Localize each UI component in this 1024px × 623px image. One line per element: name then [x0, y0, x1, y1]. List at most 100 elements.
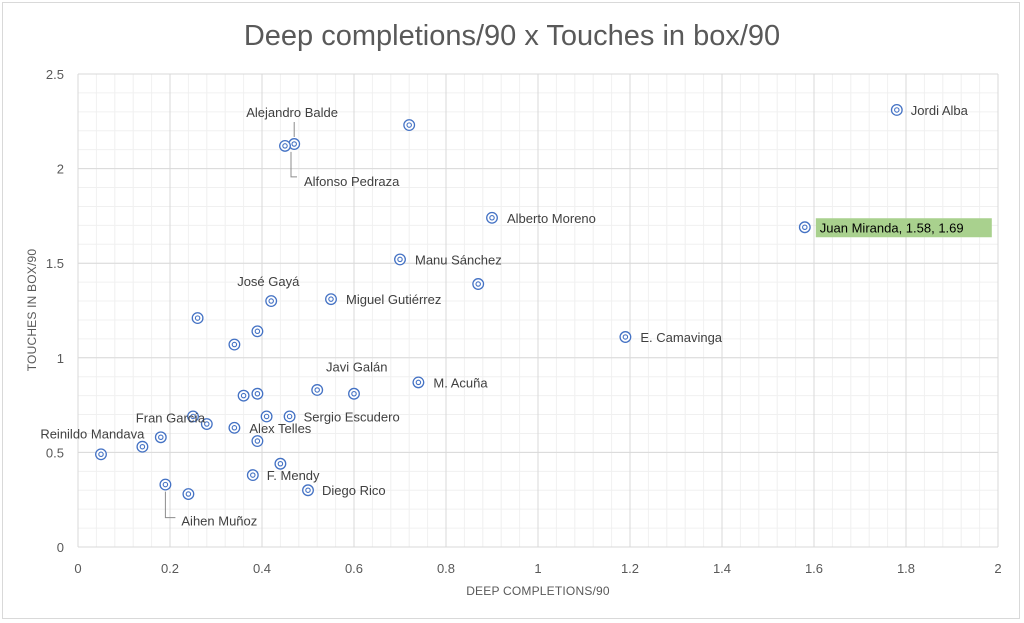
y-tick-label: 1	[57, 351, 64, 366]
marker-inner-ring	[190, 413, 196, 420]
data-point	[187, 410, 199, 423]
marker-outer-ring	[325, 293, 337, 306]
data-point	[798, 221, 811, 234]
data-label: Sergio Escudero	[304, 409, 400, 424]
marker-inner-ring	[291, 141, 297, 147]
x-tick-label: 0.4	[253, 561, 271, 576]
marker-inner-ring	[185, 491, 192, 497]
x-tick-label: 2	[994, 561, 1001, 576]
data-label: Alfonso Pedraza	[304, 174, 400, 189]
data-label: José Gayá	[237, 274, 300, 289]
y-tick-label: 2.5	[46, 67, 64, 82]
y-axis-title: TOUCHES IN BOX/90	[25, 249, 39, 372]
marker-outer-ring	[403, 119, 416, 132]
data-point	[191, 312, 204, 325]
data-point	[251, 435, 264, 447]
y-tick-label: 0	[57, 540, 64, 555]
marker-inner-ring	[305, 487, 311, 493]
marker-outer-ring	[251, 325, 264, 338]
marker-outer-ring	[237, 389, 250, 402]
marker-inner-ring	[263, 413, 270, 420]
y-tick-label: 2	[57, 162, 64, 177]
data-point	[274, 457, 287, 470]
marker-inner-ring	[162, 481, 169, 488]
x-tick-label: 0	[74, 561, 81, 576]
marker-outer-ring	[274, 457, 287, 470]
data-point	[394, 253, 406, 266]
y-tick-label: 0.5	[46, 445, 64, 460]
data-point	[472, 278, 485, 290]
data-point	[159, 478, 172, 491]
marker-inner-ring	[231, 341, 238, 348]
marker-inner-ring	[397, 256, 403, 263]
marker-outer-ring	[890, 103, 903, 116]
marker-inner-ring	[268, 298, 274, 304]
data-point	[403, 119, 416, 132]
marker-outer-ring	[136, 440, 149, 453]
label-leader-lines	[164, 122, 297, 519]
data-point	[95, 448, 107, 461]
chart-title: Deep completions/90 x Touches in box/90	[244, 20, 780, 52]
data-label: Jordi Alba	[911, 103, 969, 118]
marker-outer-ring	[191, 312, 204, 325]
marker-outer-ring	[260, 410, 273, 423]
x-tick-label: 1.6	[805, 561, 823, 576]
marker-inner-ring	[158, 434, 164, 441]
data-label: Miguel Gutiérrez	[346, 292, 441, 307]
marker-inner-ring	[254, 390, 261, 397]
data-point	[348, 387, 360, 400]
marker-inner-ring	[328, 296, 334, 302]
data-label: F. Mendy	[267, 468, 320, 483]
data-label: Fran García	[136, 410, 206, 425]
marker-outer-ring	[228, 421, 241, 434]
data-point	[279, 139, 291, 152]
data-label: Alejandro Balde	[246, 105, 338, 120]
x-axis-ticks: 0 0.2 0.4 0.6 0.8 1 1.2 1.4 1.6 1.8 2	[74, 561, 1001, 576]
marker-outer-ring	[246, 469, 259, 482]
data-point	[251, 325, 264, 338]
data-label: E. Camavinga	[640, 330, 722, 345]
data-point	[619, 331, 632, 343]
data-point	[260, 410, 273, 423]
data-point	[486, 211, 498, 224]
marker-inner-ring	[250, 472, 256, 478]
highlight-label-bg	[815, 218, 992, 238]
data-point	[251, 387, 264, 400]
highlight-data-label: Juan Miranda, 1.58, 1.69	[820, 220, 964, 235]
marker-outer-ring	[251, 387, 264, 400]
data-point	[228, 338, 241, 351]
marker-inner-ring	[415, 379, 422, 386]
x-tick-label: 1.8	[897, 561, 915, 576]
data-point	[412, 376, 425, 389]
data-points	[95, 103, 903, 500]
marker-outer-ring	[472, 278, 485, 290]
data-labels: Jordi Alba Juan Miranda, 1.58, 1.69 E. Cam…	[40, 103, 992, 529]
marker-outer-ring	[394, 253, 406, 266]
marker-inner-ring	[475, 281, 481, 287]
data-point	[265, 295, 278, 307]
marker-outer-ring	[159, 478, 172, 491]
data-label: Reinildo Mandava	[40, 427, 145, 442]
marker-outer-ring	[228, 338, 241, 351]
marker-inner-ring	[489, 215, 495, 221]
marker-outer-ring	[486, 211, 498, 224]
marker-outer-ring	[200, 418, 213, 430]
leader-line	[164, 491, 176, 519]
marker-outer-ring	[187, 410, 199, 423]
y-tick-label: 1.5	[46, 256, 64, 271]
marker-inner-ring	[314, 387, 320, 393]
data-label: Aihen Muñoz	[181, 514, 257, 529]
marker-inner-ring	[254, 438, 261, 444]
marker-inner-ring	[231, 425, 238, 431]
x-tick-label: 1	[534, 561, 541, 576]
x-tick-label: 1.4	[713, 561, 731, 576]
marker-inner-ring	[194, 315, 201, 321]
x-tick-label: 0.6	[345, 561, 363, 576]
data-point	[182, 488, 195, 500]
marker-outer-ring	[251, 435, 264, 447]
data-label: Alberto Moreno	[507, 211, 596, 226]
data-point	[200, 418, 213, 430]
data-point	[283, 410, 296, 423]
marker-inner-ring	[240, 392, 247, 399]
